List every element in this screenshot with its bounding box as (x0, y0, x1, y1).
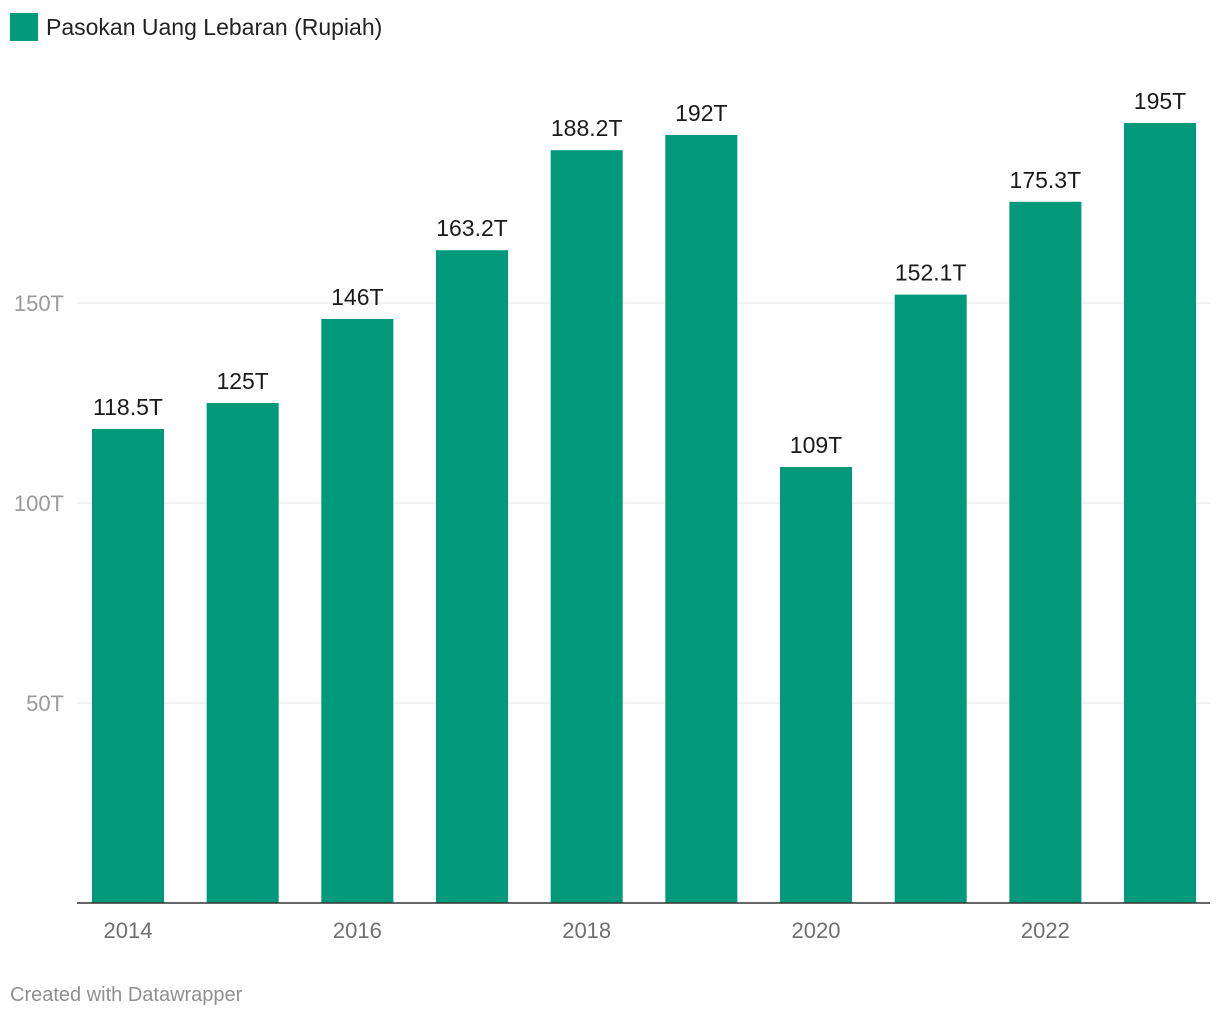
y-tick-label: 50T (26, 691, 64, 716)
bars (92, 123, 1197, 904)
footer-credit: Created with Datawrapper (10, 984, 243, 1006)
y-tick-label: 100T (14, 491, 64, 516)
value-label-2014: 118.5T (93, 394, 163, 420)
value-label-2021: 152.1T (895, 260, 967, 286)
legend-label: Pasokan Uang Lebaran (Rupiah) (46, 13, 383, 40)
value-label-2023: 195T (1134, 88, 1186, 114)
bar-2015 (206, 403, 279, 903)
value-labels: 118.5T 125T 146T 163.2T 188.2T 192T 109T 152.1T… (93, 88, 1186, 458)
value-label-2015: 125T (216, 368, 268, 394)
x-tick-label-2022: 2022 (1021, 918, 1070, 943)
bar-2020 (780, 467, 853, 903)
x-tick-label-2018: 2018 (562, 918, 611, 943)
value-label-2019: 192T (675, 100, 727, 126)
bar-2016 (321, 319, 394, 903)
value-label-2022: 175.3T (1010, 167, 1082, 193)
value-label-2020: 109T (790, 432, 842, 458)
value-label-2018: 188.2T (551, 115, 623, 141)
bar-2022 (1009, 201, 1082, 904)
x-tick-label-2016: 2016 (333, 918, 382, 943)
legend: Pasokan Uang Lebaran (Rupiah) (10, 13, 382, 41)
bar-2018 (550, 150, 623, 903)
value-label-2017: 163.2T (436, 215, 508, 241)
y-tick-label: 150T (14, 291, 64, 316)
x-tick-label-2014: 2014 (104, 918, 153, 943)
legend-swatch (10, 13, 38, 41)
value-label-2016: 146T (331, 284, 383, 310)
bar-2023 (1124, 123, 1197, 903)
bar-2014 (92, 429, 164, 903)
axes: 50T 100T 150T 2014 2016 2018 2020 2022 (14, 291, 1210, 943)
bar-2019 (665, 135, 738, 903)
x-tick-label-2020: 2020 (792, 918, 841, 943)
bar-2017 (436, 250, 509, 903)
bar-2021 (894, 294, 967, 904)
